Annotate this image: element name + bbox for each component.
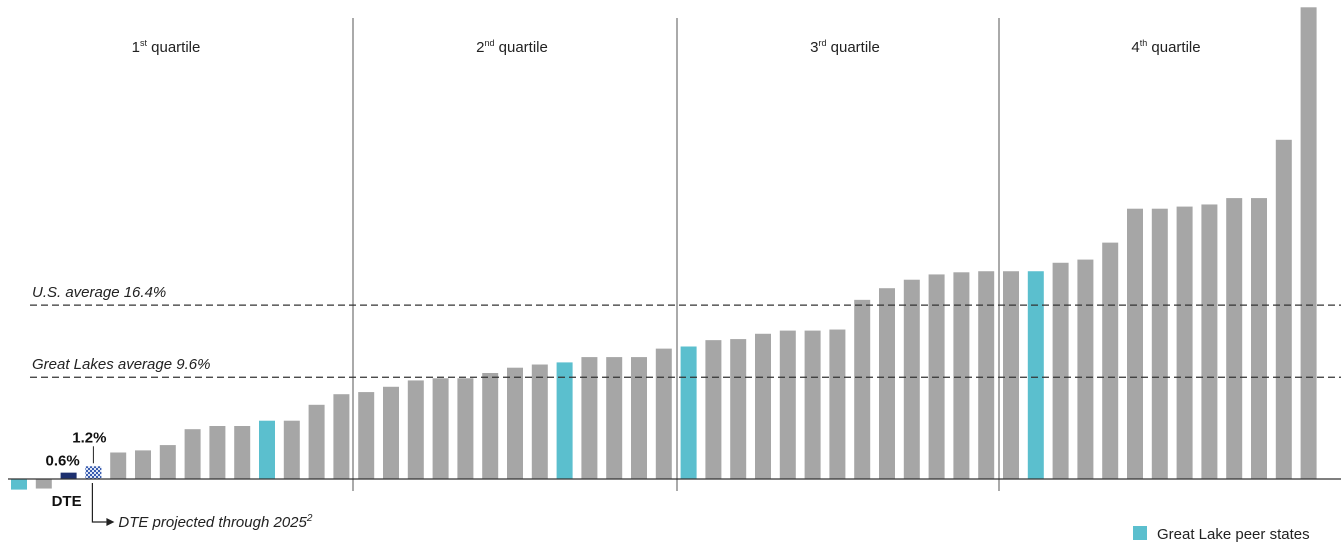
bar-state [804,330,821,479]
quartile-label: 3rd quartile [810,38,880,56]
bar-state [1151,208,1168,479]
bar-state [655,348,672,479]
bar-state [159,445,176,479]
bar-state [1102,242,1119,479]
bar-series [11,7,1317,490]
bar-state [606,357,623,479]
bar-state [358,392,375,479]
projection-note: DTE projected through 20252 [118,513,312,531]
quartile-label: 2nd quartile [476,38,548,56]
data-label: 1.2% [72,429,106,446]
reference-line-label: Great Lakes average 9.6% [32,356,210,373]
reference-lines: U.S. average 16.4% Great Lakes average 9.… [30,284,1341,378]
bar-state [730,339,747,479]
bar-state [1077,259,1094,479]
bar-state [1251,198,1267,479]
bar-peer-state [556,362,573,479]
legend: Great Lake peer states [1133,526,1310,542]
bar-dte [60,472,77,479]
bar-peer-state [11,479,27,490]
quartile-label: 4th quartile [1131,38,1200,56]
data-label: 0.6% [45,453,79,470]
arrowhead-icon [106,518,115,526]
bar-state [110,452,127,479]
quartile-labels: 1st quartile 2nd quartile 3rd quartile 4th … [132,38,1201,56]
bar-state [383,386,399,479]
bar-peer-state [259,420,275,479]
bar-state [1052,262,1069,479]
bar-state [1003,271,1019,479]
bar-state [531,364,548,479]
bar-state [333,394,350,479]
annotations: 0.6% 1.2% DTE DTE projected through 20252 [45,429,312,531]
bar-state [903,279,920,479]
bar-state [581,357,598,479]
legend-label: Great Lake peer states [1157,526,1310,542]
bar-state [457,378,474,479]
bar-state [308,404,325,479]
legend-swatch [1133,526,1147,540]
bar-state [879,288,895,479]
bar-state [184,429,201,479]
bar-state [1176,206,1193,479]
bar-state [953,272,970,479]
bar-state [1300,7,1317,480]
bar-state [1127,208,1143,479]
bar-state [283,420,300,479]
bar-state [507,367,523,479]
bar-state [234,426,251,479]
bar-state [829,329,846,479]
bar-state [482,373,499,479]
bar-state [978,271,995,479]
bar-state [1226,198,1243,479]
dte-label: DTE [52,493,82,510]
reference-line-label: U.S. average 16.4% [32,284,166,301]
bar-state [135,450,151,479]
bar-state [1201,204,1218,479]
bar-peer-state [680,346,697,479]
quartile-dividers [352,18,1000,491]
bar-state [209,426,226,479]
bar-state [705,340,722,479]
bar-state [35,479,52,489]
bar-state [1275,139,1292,480]
projection-arrow [91,483,107,523]
bar-dte [85,466,102,479]
bar-state [854,299,871,479]
bar-state [755,333,771,479]
quartile-label: 1st quartile [132,38,201,56]
bar-state [407,380,424,479]
bar-state [631,357,647,479]
bar-peer-state [1027,271,1044,479]
bar-state [779,330,796,479]
bar-state [432,378,449,479]
